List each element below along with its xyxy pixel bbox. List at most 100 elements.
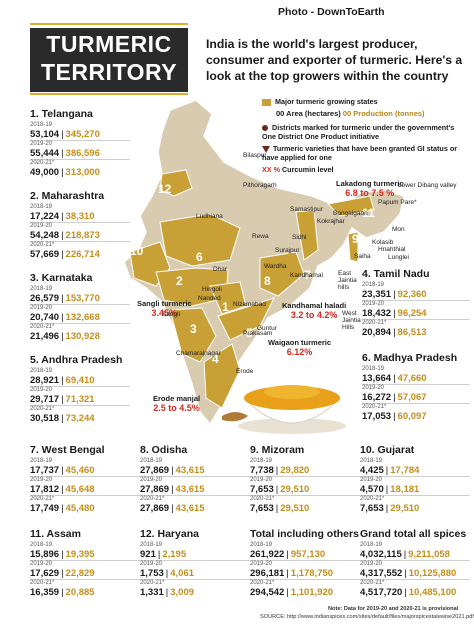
state-values: 1,331 | 3,009 bbox=[140, 587, 250, 598]
state-name: 9. Mizoram bbox=[250, 444, 305, 456]
year-label: 2018-19 bbox=[140, 542, 163, 548]
production-value: 57,067 bbox=[397, 392, 427, 403]
state-values: 294,542 | 1,101,920 bbox=[250, 587, 360, 598]
state-values: 7,738 | 29,820 bbox=[250, 465, 360, 476]
area-value: 53,104 bbox=[30, 129, 60, 140]
year-label: 2019-20 bbox=[30, 140, 130, 148]
state-values: 7,653 | 29,510 bbox=[360, 503, 470, 514]
map-number: 2 bbox=[176, 274, 183, 288]
state-values: 13,664 | 47,660 bbox=[362, 373, 470, 384]
state-values: 16,359 | 20,885 bbox=[30, 587, 140, 598]
year-label: 2019-20 bbox=[362, 384, 470, 392]
value-separator: | bbox=[286, 568, 289, 579]
place-label: Nanded bbox=[198, 295, 221, 302]
value-separator: | bbox=[61, 413, 64, 424]
state-assam bbox=[326, 195, 375, 217]
area-value: 4,317,552 bbox=[360, 568, 403, 579]
state-values: 28,921 | 69,410 bbox=[30, 375, 130, 386]
bottom-state-row-1: 7. West Bengal 2018-19 17,737 | 45,460 2019-2… bbox=[30, 444, 470, 514]
place-label: Prakasam bbox=[243, 330, 273, 337]
value-separator: | bbox=[165, 587, 169, 598]
value-separator: | bbox=[157, 549, 161, 560]
production-value: 153,770 bbox=[65, 293, 100, 304]
state-values: 53,104 | 345,270 bbox=[30, 129, 130, 140]
year-label: 2020-21* bbox=[360, 495, 470, 503]
area-value: 20,740 bbox=[30, 312, 60, 323]
note-text: Note: Data for 2019-20 and 2020-21 is pr… bbox=[328, 606, 459, 612]
production-value: 92,360 bbox=[397, 289, 427, 300]
value-separator: | bbox=[61, 394, 64, 405]
year-label: 2019-20 bbox=[30, 560, 140, 568]
production-value: 3,009 bbox=[170, 587, 195, 598]
area-value: 13,664 bbox=[362, 373, 392, 384]
year-label: 2020-21* bbox=[140, 495, 250, 503]
turmeric-bowl-image bbox=[222, 385, 346, 434]
state-values: 7,653 | 29,510 bbox=[250, 484, 360, 495]
left-state-column: 1. Telangana 2018-19 53,104 | 345,270 2019-20… bbox=[30, 108, 130, 436]
area-value: 7,653 bbox=[360, 503, 384, 514]
state-card: 11. Assam 2018-19 15,896 | 19,395 2019-20 17,6… bbox=[30, 528, 140, 598]
area-value: 21,496 bbox=[30, 331, 60, 342]
value-separator: | bbox=[61, 129, 64, 140]
year-label: 2020-21* bbox=[30, 159, 130, 167]
year-label: 2018-19 bbox=[30, 542, 53, 548]
value-separator: | bbox=[61, 587, 64, 598]
state-values: 4,032,115 | 9,211,058 bbox=[360, 549, 470, 560]
year-label: 2018-19 bbox=[30, 122, 53, 128]
place-label: Sidhi bbox=[292, 234, 307, 241]
state-values: 29,717 | 71,321 bbox=[30, 394, 130, 405]
bottom-state-row-2: 11. Assam 2018-19 15,896 | 19,395 2019-20 17,6… bbox=[30, 528, 470, 598]
state-card: 2. Maharashtra 2018-19 17,224 | 38,310 2019-2… bbox=[30, 190, 130, 260]
value-separator: | bbox=[385, 503, 389, 514]
state-values: 55,444 | 386,596 bbox=[30, 148, 130, 159]
place-label: Bongaigaon bbox=[333, 210, 368, 217]
map-number: 1 bbox=[222, 300, 229, 314]
place-label: Lower Dibang valley bbox=[398, 182, 457, 189]
production-value: 345,270 bbox=[65, 129, 100, 140]
value-separator: | bbox=[403, 549, 407, 560]
value-separator: | bbox=[61, 465, 64, 476]
production-value: 29,510 bbox=[280, 503, 310, 514]
production-value: 17,784 bbox=[390, 465, 420, 476]
value-separator: | bbox=[286, 587, 289, 598]
area-value: 7,738 bbox=[250, 465, 274, 476]
state-card: 8. Odisha 2018-19 27,869 | 43,615 2019-20 27,8… bbox=[140, 444, 250, 514]
area-value: 16,272 bbox=[362, 392, 392, 403]
production-value: 47,660 bbox=[397, 373, 427, 384]
state-name: 6. Madhya Pradesh bbox=[362, 352, 458, 364]
production-value: 43,615 bbox=[175, 503, 205, 514]
place-label: Papum Pare* bbox=[378, 199, 417, 206]
area-value: 30,518 bbox=[30, 413, 60, 424]
state-name: 1. Telangana bbox=[30, 108, 93, 120]
value-separator: | bbox=[393, 411, 396, 422]
production-value: 45,648 bbox=[65, 484, 95, 495]
value-separator: | bbox=[61, 549, 64, 560]
value-separator: | bbox=[61, 249, 64, 260]
area-value: 23,351 bbox=[362, 289, 392, 300]
year-label: 2019-20 bbox=[250, 560, 360, 568]
area-value: 17,629 bbox=[30, 568, 60, 579]
title-line2: TERRITORY bbox=[40, 59, 178, 85]
state-values: 17,812 | 45,648 bbox=[30, 484, 140, 495]
state-values: 20,740 | 132,668 bbox=[30, 312, 130, 323]
map-number: 4 bbox=[212, 352, 219, 366]
production-value: 313,000 bbox=[65, 167, 100, 178]
legend-varieties: Turmeric varieties that have been grante… bbox=[262, 144, 458, 162]
place-label: Bilaspur bbox=[243, 152, 267, 159]
place-label: Hnahthial bbox=[378, 246, 406, 253]
intro-text: India is the world's largest producer, c… bbox=[206, 37, 463, 83]
state-values: 296,181 | 1,178,750 bbox=[250, 568, 360, 579]
year-label: 2020-21* bbox=[362, 403, 470, 411]
production-value: 43,615 bbox=[175, 465, 205, 476]
place-label: Kolasib bbox=[372, 239, 394, 246]
production-value: 132,668 bbox=[65, 312, 100, 323]
place-label: Rewa bbox=[252, 233, 269, 240]
place-label: Hingoli bbox=[202, 286, 222, 293]
state-name: 7. West Bengal bbox=[30, 444, 105, 456]
value-separator: | bbox=[171, 465, 174, 476]
state-values: 17,749 | 45,480 bbox=[30, 503, 140, 514]
state-values: 20,894 | 86,513 bbox=[362, 327, 470, 338]
map-number: 11 bbox=[362, 206, 375, 220]
state-values: 4,517,720 | 10,485,100 bbox=[360, 587, 470, 598]
year-label: 2020-21* bbox=[250, 579, 360, 587]
